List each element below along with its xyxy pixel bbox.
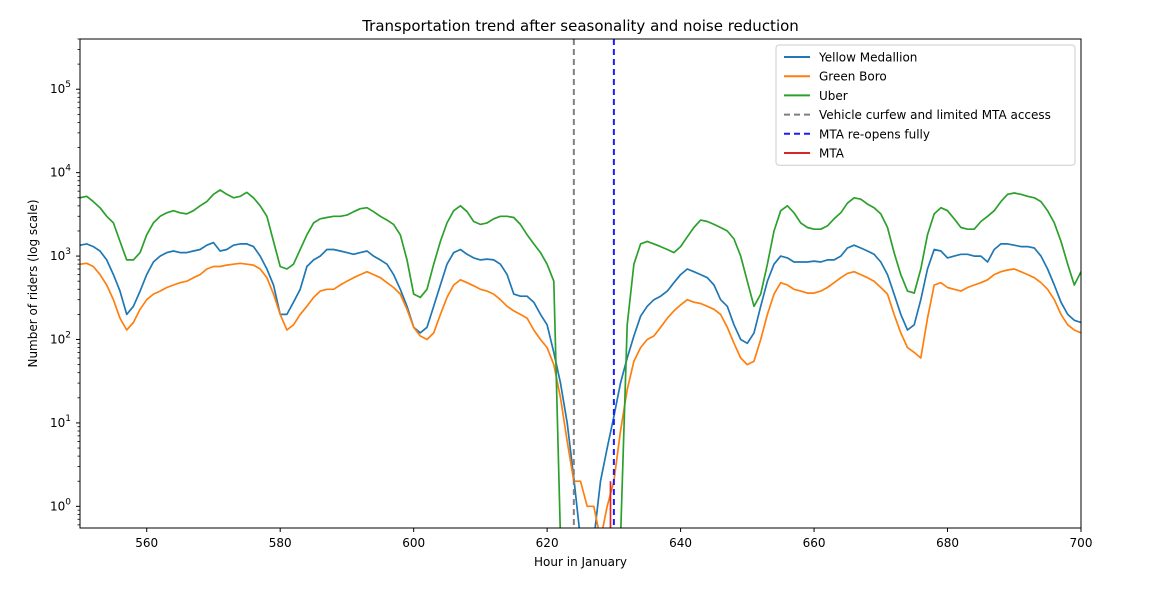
y-tick-label: 101 [50, 414, 71, 430]
x-tick-label: 680 [936, 536, 959, 550]
series-layer [80, 189, 1081, 528]
y-tick-label: 105 [50, 80, 71, 96]
y-axis-ticks: 100 101 102 103 104 105 [50, 38, 80, 526]
x-tick-label: 600 [402, 536, 425, 550]
legend-label-mta: MTA [819, 147, 845, 161]
y-tick-label: 100 [50, 497, 71, 513]
y-axis-label: Number of riders (log scale) [26, 199, 40, 367]
legend-label-mta-re-opens-fully: MTA re-opens fully [819, 127, 930, 141]
legend: Yellow Medallion Green Boro Uber Vehicle cu… [775, 44, 1076, 166]
y-tick-label: 104 [50, 164, 71, 180]
vline-layer [572, 39, 615, 528]
series-line-yellow-medallion [80, 241, 1081, 528]
series-line-uber [80, 189, 1081, 528]
legend-label-vehicle-curfew-and-limited-mta-access: Vehicle curfew and limited MTA access [819, 108, 1051, 122]
plot-frame [79, 38, 1082, 529]
legend-label-uber: Uber [819, 89, 848, 103]
legend-label-yellow-medallion: Yellow Medallion [818, 51, 917, 65]
series-line-green-boro [80, 262, 1081, 528]
chart-title: Transportation trend after seasonality a… [361, 17, 799, 35]
y-tick-label: 103 [50, 247, 71, 263]
legend-box [775, 44, 1076, 166]
x-tick-label: 560 [135, 536, 158, 550]
x-tick-label: 700 [1070, 536, 1093, 550]
x-tick-label: 620 [536, 536, 559, 550]
x-tick-label: 660 [803, 536, 826, 550]
legend-label-green-boro: Green Boro [819, 70, 887, 84]
x-tick-label: 640 [669, 536, 692, 550]
x-axis-label: Hour in January [534, 555, 627, 569]
y-tick-label: 102 [50, 330, 71, 346]
x-axis-ticks: 560 580 600 620 640 660 680 700 [135, 528, 1092, 550]
x-tick-label: 580 [269, 536, 292, 550]
